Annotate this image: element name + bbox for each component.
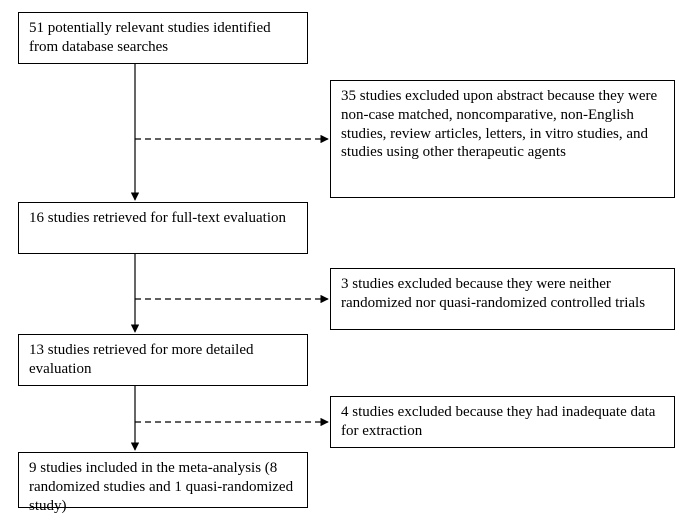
flow-node-excluded-nonrandomized: 3 studies excluded because they were nei… bbox=[330, 268, 675, 330]
flow-node-excluded-inadequate: 4 studies excluded because they had inad… bbox=[330, 396, 675, 448]
flow-node-detailed: 13 studies retrieved for more detailed e… bbox=[18, 334, 308, 386]
flow-node-fulltext: 16 studies retrieved for full-text evalu… bbox=[18, 202, 308, 254]
flow-node-included: 9 studies included in the meta-analysis … bbox=[18, 452, 308, 508]
flow-node-identified: 51 potentially relevant studies identifi… bbox=[18, 12, 308, 64]
flow-node-excluded-abstract: 35 studies excluded upon abstract becaus… bbox=[330, 80, 675, 198]
